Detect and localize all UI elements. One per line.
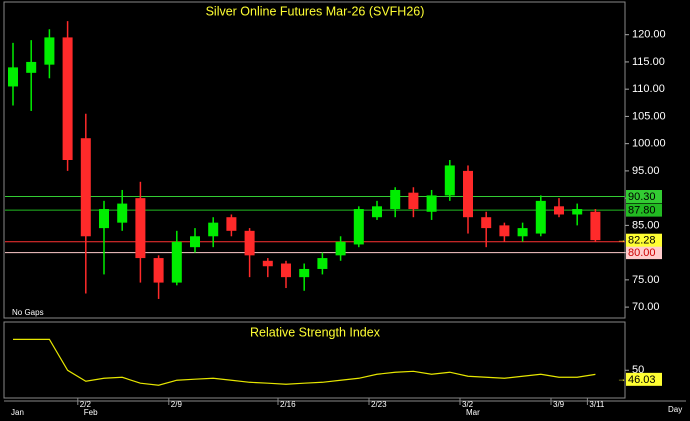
rsi-panel	[3, 321, 626, 399]
y-tick-label: 105.00	[632, 110, 666, 122]
candle-body	[171, 241, 182, 283]
candle-body	[390, 189, 401, 210]
candle-body	[335, 241, 346, 256]
candle-body	[372, 206, 382, 218]
level-label: 80.00	[628, 247, 656, 259]
candle-body	[62, 37, 73, 161]
level-label-box	[626, 203, 662, 217]
candle-body	[426, 195, 437, 212]
candle-body	[190, 236, 200, 248]
candle-body	[590, 211, 601, 241]
level-label: 87.80	[628, 205, 656, 217]
candle-body	[408, 192, 419, 210]
candle-body	[8, 67, 18, 87]
candle-body	[44, 37, 55, 65]
candle-body	[554, 206, 564, 215]
candle-body	[317, 258, 328, 269]
candle-body	[444, 165, 455, 196]
x-tick-label: 3/9	[553, 400, 565, 409]
candle-body	[208, 222, 219, 237]
rsi-line	[13, 338, 596, 386]
y-tick-label: 95.00	[632, 165, 660, 177]
x-tick-label: 2/16	[280, 400, 296, 409]
last-value-label: 46.03	[628, 374, 656, 386]
last-price-box	[626, 233, 662, 247]
candle-body	[572, 209, 583, 215]
candle-body	[244, 230, 255, 256]
chart-title: Silver Online Futures Mar-26 (SVFH26)	[206, 4, 425, 18]
x-tick-label: 3/2	[462, 400, 474, 409]
candle-body	[153, 258, 164, 283]
month-label: Mar	[466, 408, 480, 417]
candle-body	[117, 203, 128, 223]
x-tick-label: 2/23	[371, 400, 387, 409]
month-label: Jan	[11, 408, 24, 417]
candle-body	[80, 138, 91, 237]
candle-body	[135, 198, 146, 259]
candle-body	[226, 217, 237, 231]
level-label: 90.30	[628, 191, 656, 203]
last-arrow: →	[617, 374, 626, 384]
month-label: Feb	[84, 408, 98, 417]
candle-body	[299, 268, 310, 278]
y-tick-label: 70.00	[632, 301, 660, 313]
candle-body	[281, 263, 291, 278]
price-panel	[3, 1, 626, 319]
candle-body	[499, 225, 510, 237]
candle-body	[517, 228, 528, 237]
candle-body	[26, 61, 37, 73]
y-tick-label: 120.00	[632, 29, 666, 41]
y-tick-label: 75.00	[632, 274, 660, 286]
rsi-title: Relative Strength Index	[250, 325, 381, 339]
candle-body	[535, 200, 546, 234]
candle-body	[262, 260, 273, 267]
candle-body	[481, 217, 492, 229]
level-label-box	[626, 190, 662, 204]
y-tick-label: 100.00	[632, 138, 666, 150]
y-tick-label: 115.00	[632, 56, 665, 68]
candle-body	[463, 170, 473, 218]
annotation: No Gaps	[12, 308, 44, 317]
candle-body	[99, 209, 109, 229]
x-tick-label: 2/9	[171, 400, 183, 409]
x-tick-label: 3/11	[589, 400, 605, 409]
y-tick-label: 110.00	[632, 83, 665, 95]
last-price-label: 82.28	[628, 235, 656, 247]
y-tick-label: 85.00	[632, 219, 660, 231]
x-axis-label: Day	[668, 405, 682, 414]
x-tick-label: 2/2	[80, 400, 92, 409]
candle-body	[353, 209, 364, 245]
last-arrow: →	[617, 235, 626, 245]
last-value-box	[626, 372, 662, 386]
level-label-box	[626, 246, 662, 260]
